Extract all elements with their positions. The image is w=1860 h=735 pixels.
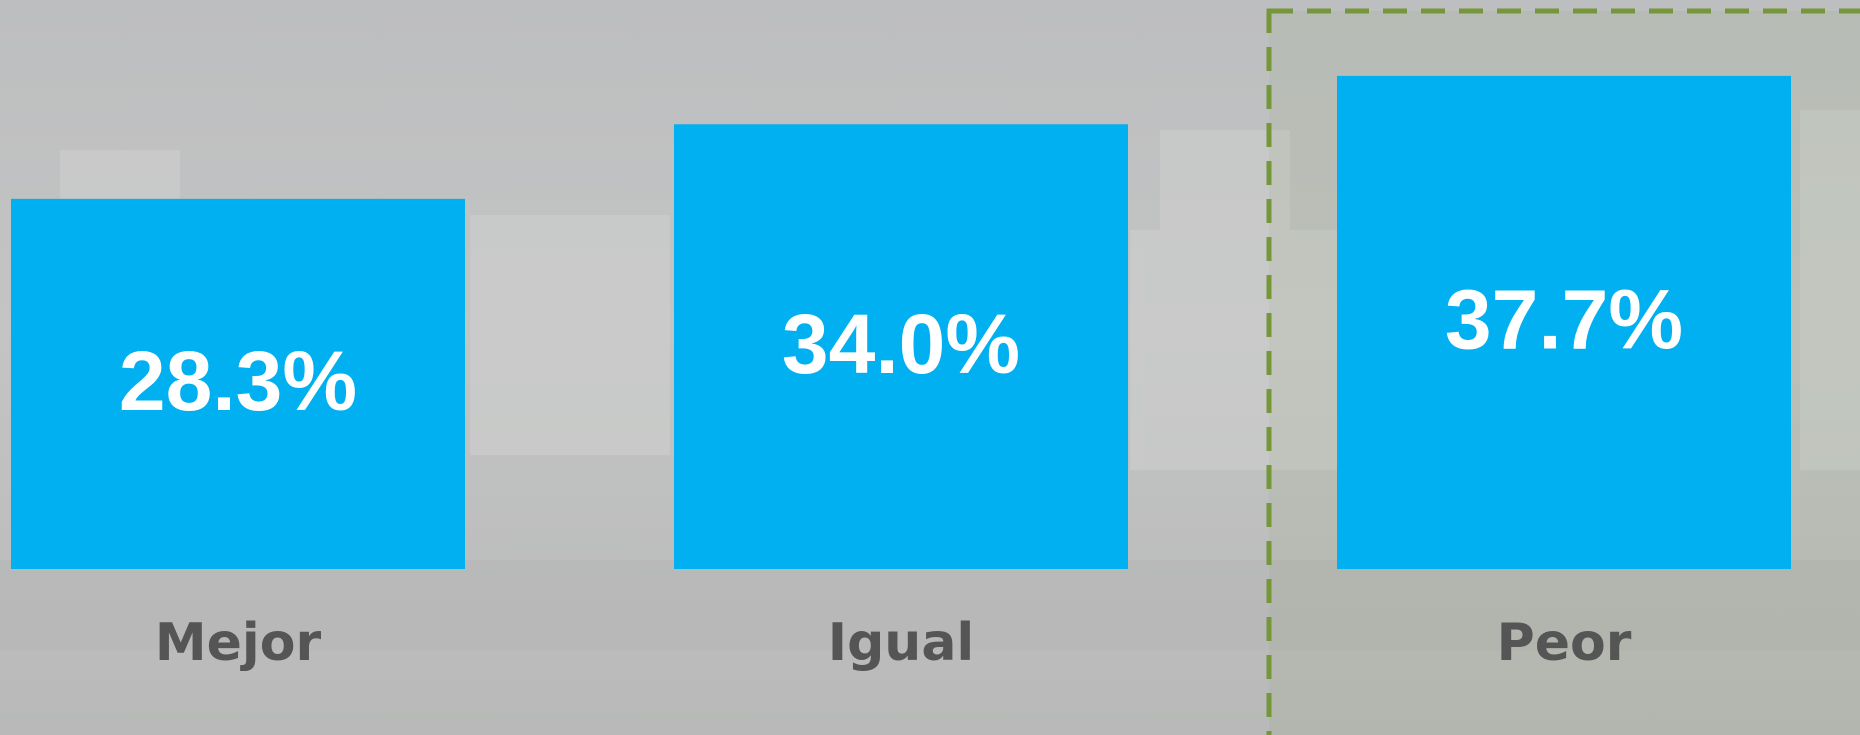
- value-label: 34.0%: [782, 297, 1020, 391]
- page: {"chart_data": {"type": "bar", "categori…: [0, 0, 1860, 735]
- category-label: Mejor: [155, 613, 322, 673]
- chart: 28.3% Mejor 34.0% Igual 37.7% Peor: [0, 0, 1860, 735]
- value-label: 37.7%: [1445, 273, 1683, 367]
- value-label: 28.3%: [119, 334, 357, 428]
- category-label: Peor: [1497, 613, 1632, 673]
- category-label: Igual: [828, 613, 975, 673]
